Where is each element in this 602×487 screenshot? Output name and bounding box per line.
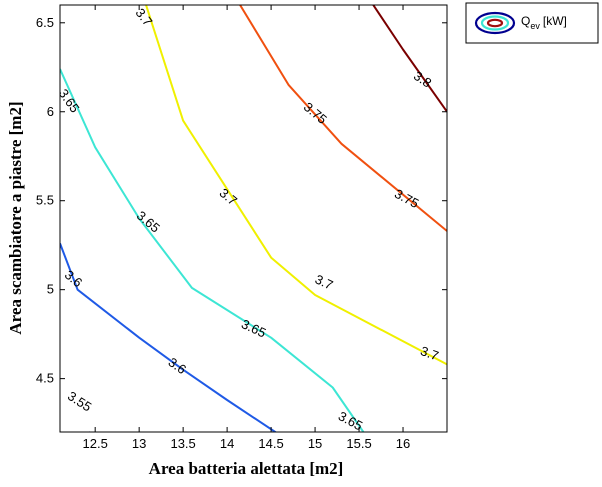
contour-label: 3.55 bbox=[65, 388, 94, 414]
y-tick-label: 6 bbox=[47, 104, 54, 119]
x-tick-label: 16 bbox=[396, 436, 410, 451]
legend-entry-label: Qev [kW] bbox=[521, 14, 567, 31]
legend-subscript: ev bbox=[530, 21, 540, 31]
x-tick-label: 13 bbox=[132, 436, 146, 451]
legend-symbol: Q bbox=[521, 14, 530, 28]
contour-label: 3.65 bbox=[239, 316, 268, 340]
contour-label: 3.7 bbox=[313, 271, 336, 292]
legend: Qev [kW] bbox=[465, 2, 599, 44]
contour-label: 3.6 bbox=[62, 267, 85, 290]
y-axis-ticks: 4.5 5 5.5 6 6.5 bbox=[36, 15, 447, 386]
y-tick-label: 5 bbox=[47, 282, 54, 297]
contour-label: 3.65 bbox=[134, 208, 163, 236]
legend-unit: [kW] bbox=[543, 14, 567, 28]
contour-line-3_6 bbox=[60, 243, 278, 432]
x-axis-ticks: 12.5 13 13.5 14 14.5 15 15.5 16 bbox=[83, 5, 410, 451]
contour-label: 3.6 bbox=[166, 354, 189, 377]
plot-frame bbox=[59, 4, 448, 433]
x-tick-label: 14.5 bbox=[258, 436, 283, 451]
x-tick-label: 14 bbox=[220, 436, 234, 451]
contour-line-3_75 bbox=[238, 5, 447, 232]
contour-line-3_7 bbox=[145, 5, 447, 366]
x-tick-label: 13.5 bbox=[170, 436, 195, 451]
x-tick-label: 12.5 bbox=[83, 436, 108, 451]
y-tick-label: 4.5 bbox=[36, 371, 54, 386]
contour-line-3_65 bbox=[60, 68, 365, 432]
y-tick-label: 5.5 bbox=[36, 193, 54, 208]
contour-legend-icon bbox=[474, 11, 516, 35]
contour-label: 3.7 bbox=[419, 343, 441, 363]
x-tick-label: 15 bbox=[308, 436, 322, 451]
plot-area: 3.553.63.63.653.653.653.653.73.73.73.73.… bbox=[60, 5, 447, 432]
y-tick-label: 6.5 bbox=[36, 15, 54, 30]
y-axis-label: Area scambiatore a piastre [m2] bbox=[6, 101, 25, 334]
x-axis-label: Area batteria alettata [m2] bbox=[149, 459, 344, 478]
x-tick-label: 15.5 bbox=[346, 436, 371, 451]
contour-line-3_8 bbox=[372, 5, 447, 113]
